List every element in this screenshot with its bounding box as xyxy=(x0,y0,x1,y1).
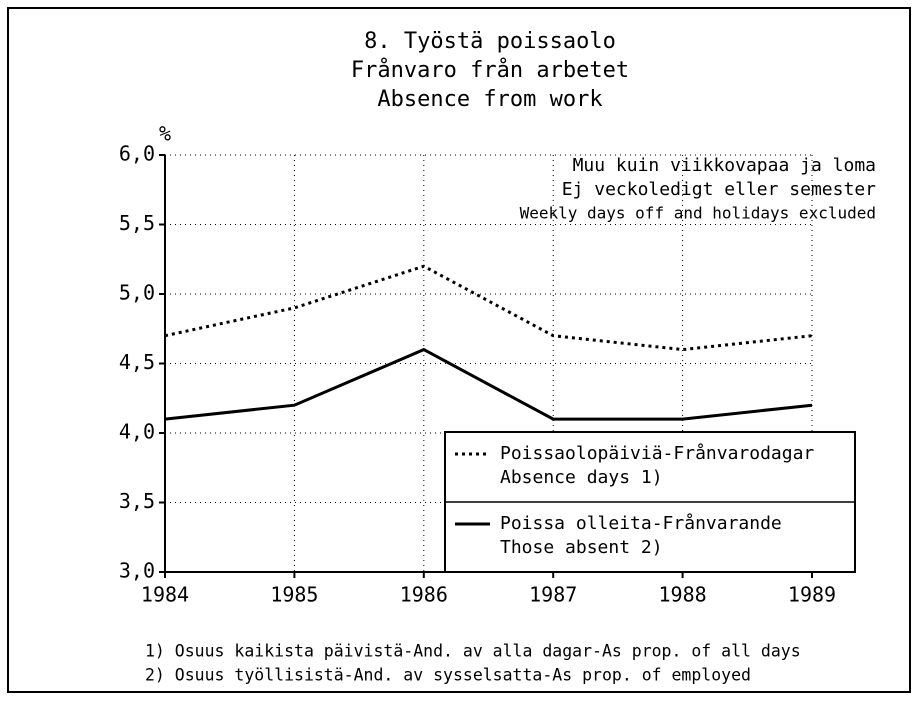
legend-label: Poissa olleita-Frånvarande xyxy=(500,513,782,534)
footnote: 1) Osuus kaikista päivistä-And. av alla … xyxy=(145,642,801,661)
legend-label: Absence days 1) xyxy=(500,467,663,488)
x-tick-label: 1989 xyxy=(788,583,836,607)
y-tick-label: 3,0 xyxy=(119,559,155,583)
x-tick-label: 1988 xyxy=(659,583,707,607)
legend-label: Poissaolopäiviä-Frånvarodagar xyxy=(500,443,814,464)
x-tick-label: 1984 xyxy=(141,583,189,607)
y-tick-label: 5,0 xyxy=(119,281,155,305)
annotation: Ej veckoledigt eller semester xyxy=(562,179,876,200)
legend-label: Those absent 2) xyxy=(500,537,663,558)
x-tick-label: 1985 xyxy=(270,583,318,607)
y-tick-label: 4,0 xyxy=(119,420,155,444)
y-tick-label: 3,5 xyxy=(119,489,155,513)
chart-title: 8. Työstä poissaolo xyxy=(364,29,616,54)
frame xyxy=(7,7,911,693)
y-tick-label: 4,5 xyxy=(119,350,155,374)
x-tick-label: 1986 xyxy=(400,583,448,607)
series-line xyxy=(164,264,813,352)
annotation: Muu kuin viikkovapaa ja loma xyxy=(573,155,876,176)
series-line xyxy=(164,347,813,421)
x-tick-label: 1987 xyxy=(529,583,577,607)
annotation: Weekly days off and holidays excluded xyxy=(520,204,876,223)
chart-title: Absence from work xyxy=(377,87,602,112)
chart-title: Frånvaro från arbetet xyxy=(351,57,629,83)
footnote: 2) Osuus työllisistä-And. av sysselsatta… xyxy=(145,666,751,685)
y-axis-label: % xyxy=(159,122,171,146)
y-tick-label: 6,0 xyxy=(119,142,155,166)
y-tick-label: 5,5 xyxy=(119,211,155,235)
